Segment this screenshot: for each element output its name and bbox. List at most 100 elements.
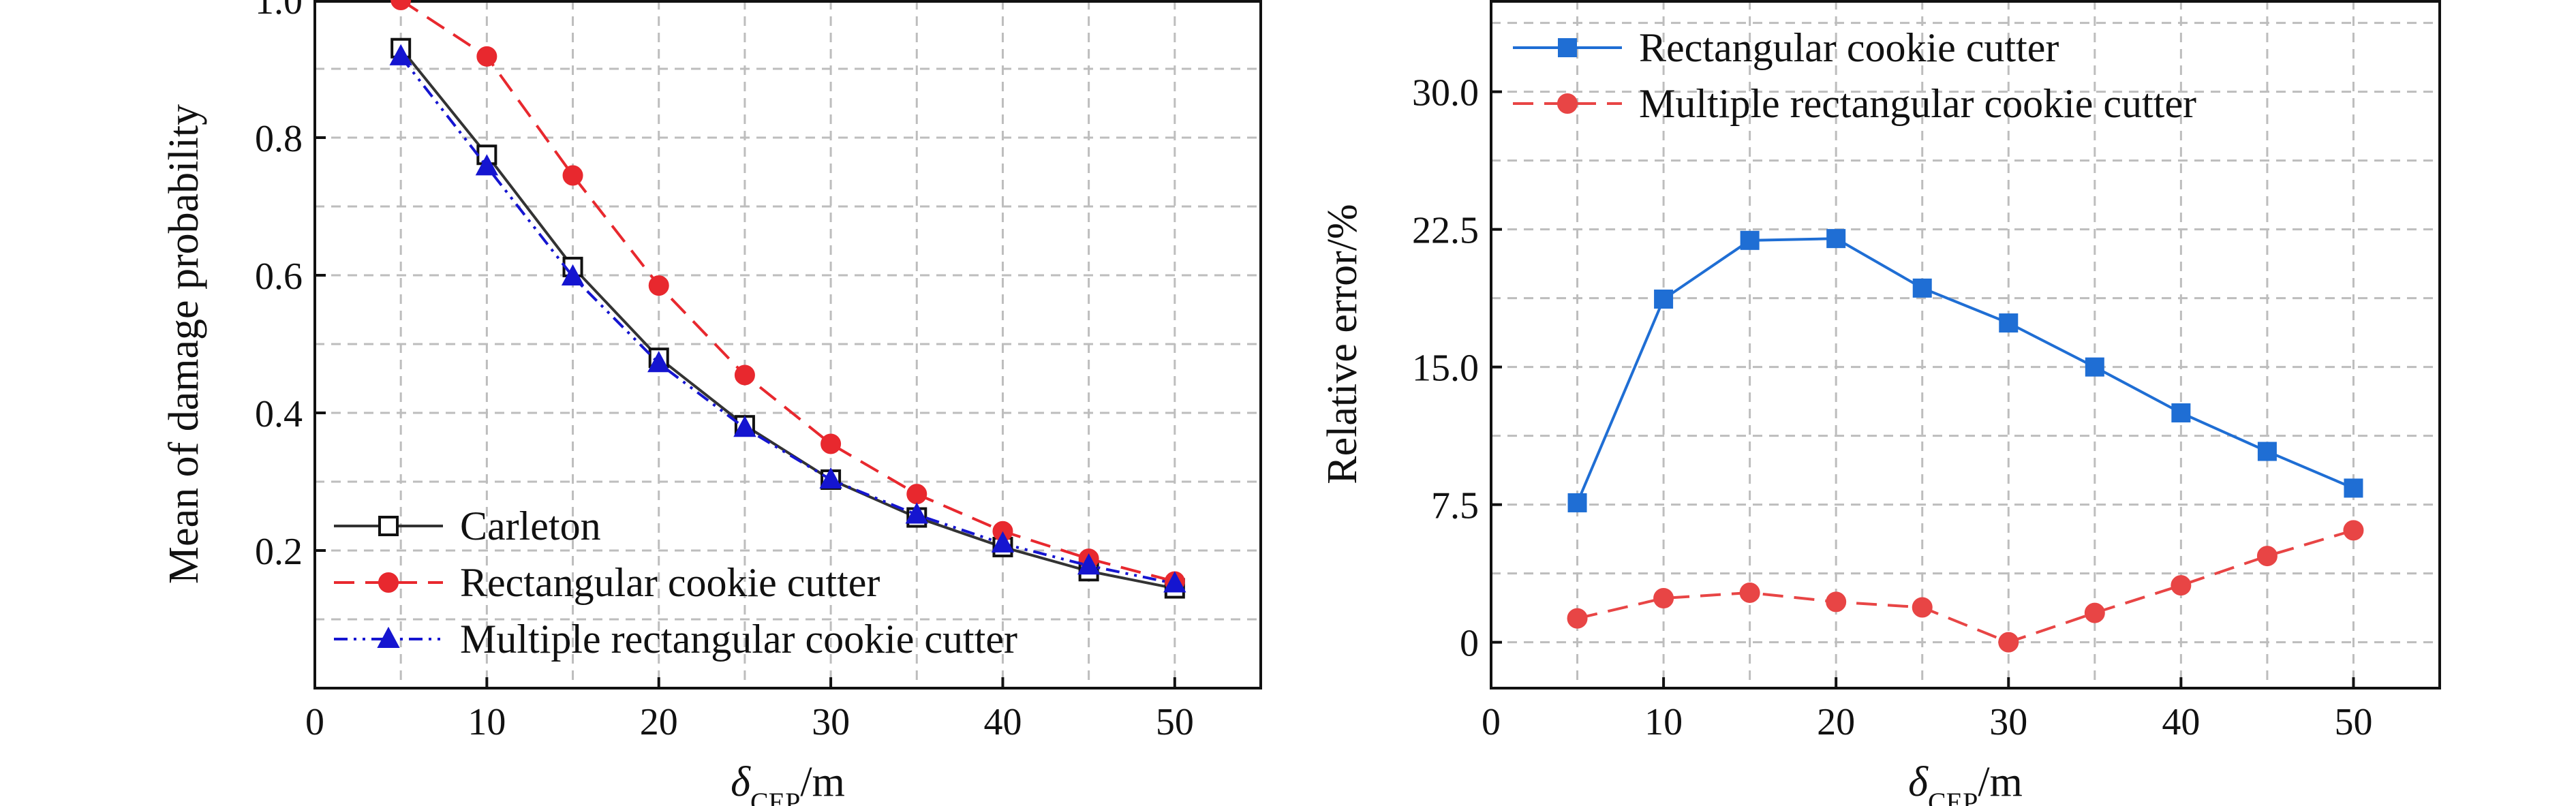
y-tick-label: 7.5 bbox=[1431, 485, 1479, 527]
data-point bbox=[2257, 441, 2277, 461]
series-line bbox=[1577, 529, 2355, 644]
x-axis-label: δCEP/m bbox=[1908, 759, 2023, 806]
data-point bbox=[1912, 278, 1932, 298]
x-tick-label: 10 bbox=[1644, 701, 1683, 743]
legend-marker bbox=[1558, 38, 1577, 57]
data-point bbox=[561, 264, 585, 286]
legend-entry: Multiple rectangular cookie cutter bbox=[1513, 81, 2196, 126]
x-tick-label: 0 bbox=[1482, 701, 1501, 743]
data-point bbox=[1826, 591, 1847, 613]
data-point bbox=[1654, 290, 1674, 309]
y-tick-label: 15.0 bbox=[1412, 347, 1479, 390]
y-tick-label: 0 bbox=[1460, 623, 1479, 665]
series-1 bbox=[1567, 520, 2364, 653]
legend-marker bbox=[377, 626, 400, 648]
y-axis-label: Relative error/% bbox=[1319, 204, 1366, 484]
legend-marker bbox=[378, 516, 399, 536]
data-point bbox=[1739, 582, 1760, 603]
x-axis-subscript: CEP bbox=[1928, 787, 1978, 806]
y-axis-label: Mean of damage probability bbox=[161, 104, 207, 584]
y-tick-label: 0.8 bbox=[255, 118, 303, 160]
data-point bbox=[1567, 493, 1587, 512]
data-point bbox=[475, 154, 499, 176]
data-point bbox=[1999, 313, 2019, 333]
x-axis-unit: /m bbox=[800, 759, 844, 805]
series-0 bbox=[1567, 229, 2363, 512]
data-point bbox=[734, 365, 755, 386]
x-axis-unit: /m bbox=[1978, 759, 2022, 805]
plot-frame bbox=[313, 0, 1262, 689]
data-point bbox=[1163, 571, 1186, 593]
y-tick-label: 22.5 bbox=[1412, 210, 1479, 252]
legend-marker bbox=[378, 572, 399, 593]
x-tick-label: 40 bbox=[2162, 701, 2200, 743]
x-tick-label: 0 bbox=[305, 701, 324, 743]
data-point bbox=[1740, 230, 1760, 250]
legend-entry: Carleton bbox=[334, 503, 601, 548]
chart-right: 0 10 20 30 40 50 0 7.5 15.0 22.5 30.0 δCEP/m Relativ… bbox=[1319, 0, 2441, 806]
series-1 bbox=[390, 0, 1185, 592]
legend-label: Rectangular cookie cutter bbox=[460, 560, 880, 605]
data-point bbox=[647, 351, 671, 373]
legend-marker bbox=[1557, 93, 1578, 114]
y-tick-label: 1.0 bbox=[255, 0, 303, 22]
legend-label: Multiple rectangular cookie cutter bbox=[460, 617, 1017, 662]
y-tick-label: 0.2 bbox=[255, 531, 303, 573]
data-point bbox=[905, 502, 928, 524]
data-point bbox=[1653, 588, 1674, 609]
data-point bbox=[819, 467, 842, 489]
series-line bbox=[400, 0, 1176, 583]
data-point bbox=[2344, 478, 2363, 498]
grid bbox=[315, 0, 1261, 688]
series-2 bbox=[389, 44, 1186, 593]
legend-entry: Multiple rectangular cookie cutter bbox=[334, 617, 1017, 662]
data-point bbox=[648, 275, 669, 296]
data-point bbox=[562, 165, 583, 186]
x-tick-label: 50 bbox=[2334, 701, 2372, 743]
data-point bbox=[1567, 608, 1588, 629]
x-axis-subscript: CEP bbox=[750, 787, 800, 806]
x-tick-label: 10 bbox=[467, 701, 506, 743]
data-point bbox=[2085, 357, 2104, 377]
legend-label: Multiple rectangular cookie cutter bbox=[1639, 81, 2196, 126]
legend-entry: Rectangular cookie cutter bbox=[334, 560, 880, 605]
x-tick-label: 30 bbox=[812, 701, 850, 743]
data-point bbox=[1077, 553, 1101, 575]
series-line bbox=[399, 47, 1176, 590]
data-point bbox=[821, 433, 842, 454]
data-point bbox=[389, 44, 412, 65]
data-point bbox=[906, 484, 927, 505]
data-point bbox=[1912, 597, 1933, 618]
x-axis-symbol: δ bbox=[731, 759, 751, 805]
series-line bbox=[399, 55, 1176, 585]
plot-frame bbox=[1490, 0, 2441, 689]
data-point bbox=[2084, 602, 2105, 623]
data-point bbox=[2171, 575, 2192, 596]
legend-label: Carleton bbox=[460, 503, 601, 548]
x-tick-label: 20 bbox=[1817, 701, 1855, 743]
y-tick-label: 0.4 bbox=[255, 393, 303, 435]
grid bbox=[1491, 0, 2440, 688]
x-axis-symbol: δ bbox=[1908, 759, 1929, 805]
data-point bbox=[1998, 632, 2019, 653]
data-point bbox=[476, 46, 497, 67]
legend-entry: Rectangular cookie cutter bbox=[1513, 25, 2059, 70]
chart-left: 0 10 20 30 40 50 0.2 0.4 0.6 0.8 1.0 δCEP/m Mean of … bbox=[161, 0, 1262, 806]
y-tick-label: 0.6 bbox=[255, 255, 303, 298]
data-point bbox=[390, 0, 412, 10]
y-tick-label: 30.0 bbox=[1412, 72, 1479, 114]
data-point bbox=[2256, 546, 2278, 567]
data-point bbox=[2343, 520, 2364, 541]
data-point bbox=[991, 531, 1015, 553]
x-tick-label: 20 bbox=[640, 701, 678, 743]
legend-label: Rectangular cookie cutter bbox=[1639, 25, 2059, 70]
data-point bbox=[2171, 403, 2191, 422]
x-tick-label: 30 bbox=[1989, 701, 2027, 743]
data-point bbox=[733, 416, 756, 437]
x-axis-label: δCEP/m bbox=[731, 759, 845, 806]
data-point bbox=[1826, 229, 1846, 249]
x-tick-label: 50 bbox=[1156, 701, 1194, 743]
series-line bbox=[1576, 237, 2355, 503]
x-tick-label: 40 bbox=[983, 701, 1022, 743]
